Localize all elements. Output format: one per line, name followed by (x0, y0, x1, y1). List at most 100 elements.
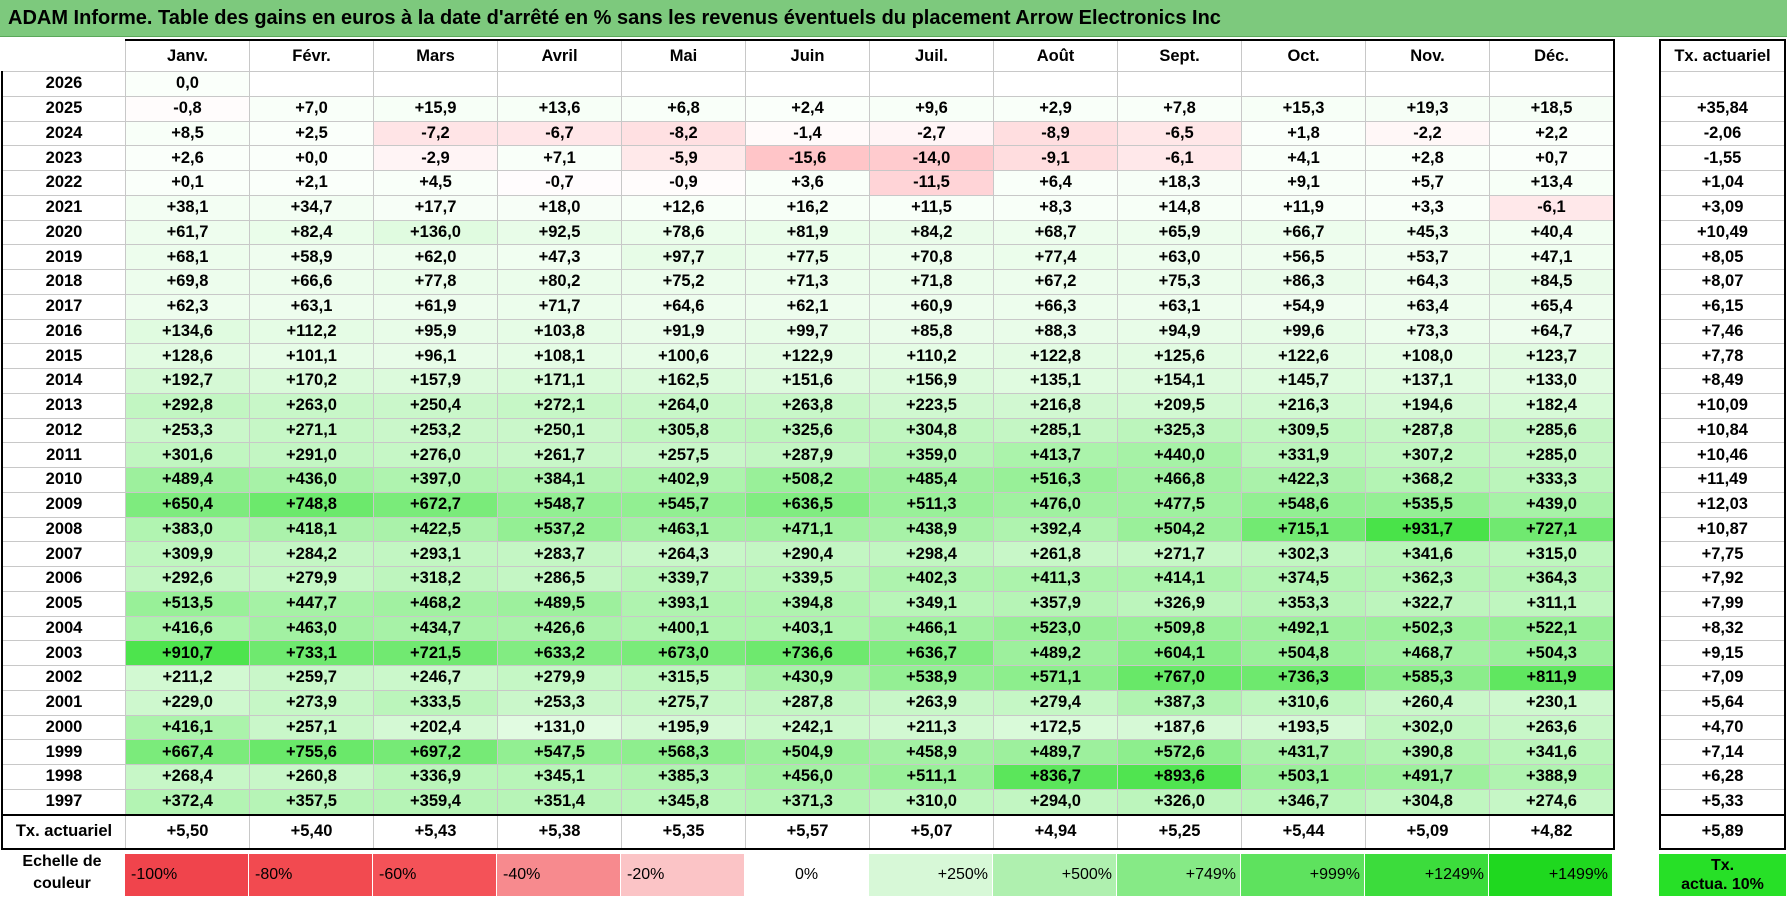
gain-cell: +16,2 (745, 194, 870, 221)
title-bar: ADAM Informe. Table des gains en euros à… (0, 0, 1787, 37)
gain-cell: +122,9 (745, 343, 870, 369)
year-label: 2017 (1, 293, 126, 320)
rate-cell: +7,09 (1659, 665, 1786, 691)
legend-swatch: +1499% (1489, 854, 1612, 896)
gain-cell: +73,3 (1365, 318, 1490, 345)
gain-cell: +385,3 (621, 764, 746, 790)
gain-cell: +157,9 (373, 368, 498, 394)
gain-cell: +68,1 (125, 244, 250, 270)
month-header: Juin (745, 39, 870, 72)
total-cell: +5,25 (1117, 813, 1242, 850)
gain-cell: +568,3 (621, 739, 746, 765)
gain-cell: +571,1 (993, 665, 1118, 691)
gain-cell: +64,7 (1489, 318, 1615, 345)
gain-cell: +128,6 (125, 343, 250, 369)
gain-cell: +2,6 (125, 145, 250, 171)
gain-cell: +755,6 (249, 739, 374, 765)
year-label: 2012 (1, 417, 126, 444)
gain-cell: +100,6 (621, 343, 746, 369)
gain-cell: +271,1 (249, 417, 374, 444)
gain-cell: +1,8 (1241, 120, 1366, 147)
table-row: 2016 +134,6 +112,2 +95,9 +103,8 +91,9 +99,7 +85… (1, 318, 1615, 345)
table-row: 2025 -0,8 +7,0 +15,9 +13,6 +6,8 +2,4 +9,6 +2,9 +7… (1, 95, 1615, 122)
gain-cell: +604,1 (1117, 640, 1242, 666)
gain-cell: +434,7 (373, 615, 498, 642)
gain-cell: +585,3 (1365, 665, 1490, 691)
gain-cell: +333,5 (373, 689, 498, 716)
legend-swatch: -60% (373, 854, 496, 896)
table-row: 2013 +292,8 +263,0 +250,4 +272,1 +264,0 +263,8… (1, 392, 1615, 419)
gain-cell: +112,2 (249, 318, 374, 345)
table-row: 2002 +211,2 +259,7 +246,7 +279,9 +315,5 +430,9… (1, 665, 1615, 691)
gain-cell: +40,4 (1489, 219, 1615, 246)
table-row: 2005 +513,5 +447,7 +468,2 +489,5 +393,1 +394,8… (1, 590, 1615, 617)
gain-cell: +468,2 (373, 590, 498, 617)
gain-cell: -8,2 (621, 120, 746, 147)
gain-cell: +351,4 (497, 788, 622, 816)
gain-cell: +357,5 (249, 788, 374, 816)
rate-cell: +10,84 (1659, 417, 1786, 444)
gain-cell: +456,0 (745, 764, 870, 790)
gain-cell: +748,8 (249, 491, 374, 518)
gain-cell: +287,8 (1365, 417, 1490, 444)
gain-cell: +279,9 (249, 566, 374, 592)
total-cell: +5,07 (869, 813, 994, 850)
gain-cell: +492,1 (1241, 615, 1366, 642)
gain-cell: +65,9 (1117, 219, 1242, 246)
gain-cell: +315,0 (1489, 541, 1615, 567)
gain-cell: +502,3 (1365, 615, 1490, 642)
rate-cell: +10,09 (1659, 392, 1786, 419)
gain-cell: +11,9 (1241, 194, 1366, 221)
gain-cell: +523,0 (993, 615, 1118, 642)
gain-cell: +304,8 (1365, 788, 1490, 816)
year-label: 1997 (1, 788, 126, 816)
gain-cell: +202,4 (373, 714, 498, 741)
gain-cell: +133,0 (1489, 368, 1615, 394)
gain-cell: +75,3 (1117, 269, 1242, 295)
gain-cell: +18,0 (497, 194, 622, 221)
gain-cell: +466,8 (1117, 467, 1242, 493)
rate-cell: +7,14 (1659, 739, 1786, 765)
gain-cell: +86,3 (1241, 269, 1366, 295)
gain-cell: +503,1 (1241, 764, 1366, 790)
gain-cell: +273,9 (249, 689, 374, 716)
gain-cell: +285,1 (993, 417, 1118, 444)
gain-cell: +4,5 (373, 170, 498, 196)
gain-cell: +463,0 (249, 615, 374, 642)
rate-cell: +10,49 (1659, 219, 1786, 246)
gain-cell: +485,4 (869, 467, 994, 493)
gain-cell: +211,3 (869, 714, 994, 741)
gain-cell: +402,9 (621, 467, 746, 493)
rate-cell: +8,07 (1659, 269, 1786, 295)
year-label: 1998 (1, 764, 126, 790)
gain-cell: -6,7 (497, 120, 622, 147)
gain-cell: +397,0 (373, 467, 498, 493)
gain-cell: -6,1 (1117, 145, 1242, 171)
gain-cell: +336,9 (373, 764, 498, 790)
gain-cell: +63,0 (1117, 244, 1242, 270)
rate-header: Tx. actuariel (1659, 39, 1786, 72)
legend-rate-line2: actua. 10% (1681, 876, 1764, 893)
gain-cell: +97,7 (621, 244, 746, 270)
gain-cell: +372,4 (125, 788, 250, 816)
gain-cell: +326,9 (1117, 590, 1242, 617)
table-row: 2012 +253,3 +271,1 +253,2 +250,1 +305,8 +325,6… (1, 417, 1615, 444)
gain-cell: +69,8 (125, 269, 250, 295)
gain-cell: +893,6 (1117, 764, 1242, 790)
gain-cell: +3,6 (745, 170, 870, 196)
total-cell: +5,43 (373, 813, 498, 850)
gain-cell: +322,7 (1365, 590, 1490, 617)
month-header: Avril (497, 39, 622, 72)
gain-cell: +13,4 (1489, 170, 1615, 196)
legend-rate-line1: Tx. (1710, 857, 1735, 874)
gain-cell: +223,5 (869, 392, 994, 419)
gain-cell: +650,4 (125, 491, 250, 518)
gain-cell: +99,6 (1241, 318, 1366, 345)
gain-cell: +9,6 (869, 95, 994, 122)
gain-cell: +62,1 (745, 293, 870, 320)
table-row: 2011 +301,6 +291,0 +276,0 +261,7 +257,5 +287,9… (1, 442, 1615, 468)
gain-cell: +400,1 (621, 615, 746, 642)
gain-cell: +394,8 (745, 590, 870, 617)
gain-cell: +304,8 (869, 417, 994, 444)
year-label: 2008 (1, 516, 126, 543)
